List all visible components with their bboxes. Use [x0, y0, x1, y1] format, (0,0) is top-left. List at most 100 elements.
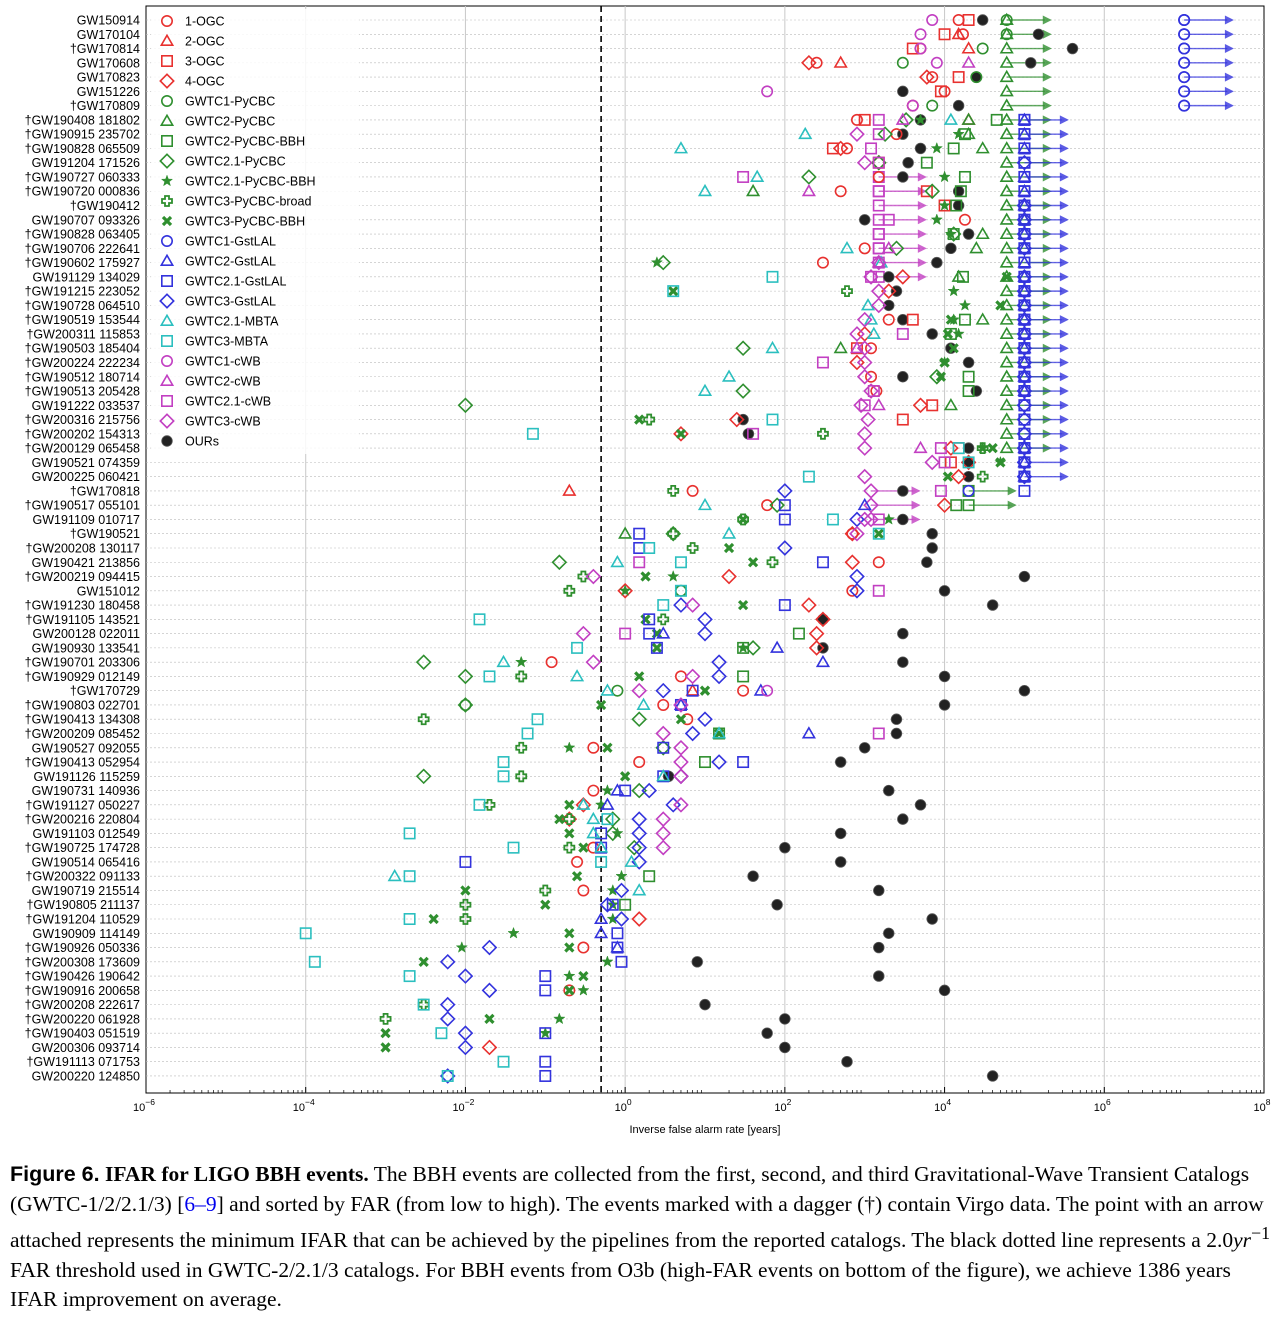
arrow-head: [1059, 429, 1069, 439]
arrow-start-marker: [999, 397, 1014, 411]
data-point: [1018, 285, 1031, 298]
data-point: [778, 513, 791, 526]
data-point: [685, 683, 700, 696]
data-point: [585, 654, 602, 670]
data-point: [594, 925, 609, 939]
data-point: [934, 442, 947, 455]
arrow-head: [1059, 258, 1069, 268]
event-label: GW190909 114149: [33, 927, 141, 941]
data-point: [1017, 212, 1032, 225]
legend-label: GWTC3-GstLAL: [185, 295, 276, 309]
event-label: †GW190517 055101: [25, 499, 140, 513]
data-point: [721, 568, 737, 585]
data-point: [457, 668, 474, 685]
data-point: [942, 471, 954, 482]
event-label: †GW190413 052954: [25, 756, 140, 770]
data-point: [600, 797, 615, 810]
data-point: [1018, 356, 1031, 369]
data-point: [761, 1027, 773, 1039]
event-label: GW191103 012549: [33, 827, 141, 841]
data-point: [667, 285, 680, 298]
data-point: [611, 927, 624, 940]
data-point: [631, 911, 648, 927]
data-point: [673, 797, 689, 813]
data-point: [834, 856, 847, 868]
data-point: [857, 497, 872, 511]
arrow-start-marker: [999, 298, 1014, 311]
legend-label: GWTC2-GstLAL: [185, 255, 276, 269]
data-point: [571, 871, 583, 882]
data-point: [956, 28, 969, 41]
data-point: [455, 941, 468, 953]
data-point: [930, 56, 943, 69]
data-point: [515, 655, 528, 668]
data-point: [1017, 298, 1032, 311]
legend-marker: [159, 373, 175, 387]
data-point: [553, 1012, 566, 1025]
data-point: [802, 470, 815, 483]
legend-label: GWTC2-PyCBC: [185, 115, 275, 129]
arrow-head: [1059, 457, 1069, 467]
data-point: [841, 1056, 853, 1068]
legend-marker: [161, 235, 174, 248]
data-point: [801, 169, 817, 185]
data-point: [969, 241, 984, 254]
data-point: [777, 540, 793, 556]
data-point: [1018, 156, 1031, 169]
data-point: [897, 85, 909, 98]
data-point: [723, 542, 735, 554]
data-point: [481, 939, 498, 956]
data-point: [673, 697, 689, 710]
event-labels: GW150914GW170104†GW170814GW170608GW17082…: [25, 14, 140, 1084]
data-point: [721, 369, 737, 382]
event-label: †GW190701 203306: [25, 656, 140, 670]
data-point: [526, 427, 539, 440]
data-point: [1017, 283, 1032, 297]
data-point: [575, 625, 592, 642]
data-point: [906, 99, 919, 112]
event-label: †GW170818: [70, 484, 140, 498]
data-point: [403, 870, 416, 883]
event-label: †GW190725 174728: [25, 841, 140, 855]
data-point: [721, 526, 737, 539]
data-point: [895, 112, 910, 125]
legend-marker: [160, 174, 174, 187]
legend-label: GWTC1-cWB: [185, 355, 261, 369]
arrow-head: [1042, 29, 1052, 39]
caption-ref-1[interactable]: 6: [184, 1191, 196, 1216]
data-point: [871, 255, 886, 268]
data-point: [952, 199, 965, 212]
data-point: [595, 699, 607, 711]
data-point: [633, 556, 646, 569]
event-label: †GW190805 211137: [26, 898, 140, 912]
data-point: [439, 1011, 456, 1027]
arrow-start-marker: [999, 226, 1014, 240]
event-label: GW190421 213856: [32, 556, 140, 570]
event-label: †GW190916 200658: [25, 984, 140, 998]
data-point: [481, 1039, 498, 1056]
data-point: [912, 397, 929, 414]
data-point: [846, 584, 859, 597]
data-point: [866, 326, 881, 339]
data-point: [792, 627, 805, 640]
data-point: [906, 313, 919, 326]
arrow-start-marker: [999, 440, 1014, 454]
arrow-head: [1059, 172, 1069, 182]
x-axis-label: Inverse false alarm rate [years]: [629, 1124, 780, 1136]
data-point: [863, 383, 879, 399]
data-point: [870, 254, 887, 271]
x-tick-label: 100: [615, 1097, 632, 1114]
data-point: [888, 240, 905, 257]
legend-label: GWTC2.1-MBTA: [185, 315, 279, 329]
data-point: [962, 356, 975, 369]
data-point: [686, 542, 699, 554]
caption-ref-2[interactable]: 9: [205, 1191, 217, 1216]
data-point: [640, 614, 651, 625]
data-point: [950, 499, 963, 512]
arrow-head: [1224, 72, 1234, 82]
data-point: [483, 670, 496, 683]
data-point: [441, 1069, 454, 1082]
data-point: [873, 941, 885, 954]
data-point: [563, 984, 576, 997]
data-point: [1018, 128, 1031, 141]
